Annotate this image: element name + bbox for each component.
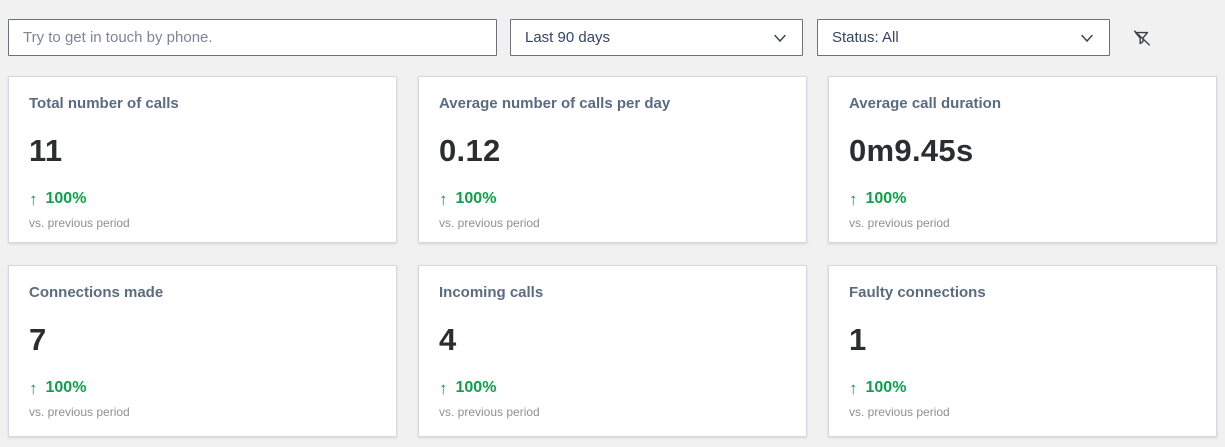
stat-card-comparison: vs. previous period [439,405,540,419]
stat-card-value: 4 [439,322,457,357]
stat-card-change: ↑ 100% [439,190,786,208]
stat-card-change: ↑ 100% [439,379,786,397]
status-select[interactable]: Status: All [817,19,1110,56]
stat-card-avg-calls-per-day: Average number of calls per day 0.12 ↑ 1… [418,76,807,243]
stat-card-change: ↑ 100% [849,379,1196,397]
stat-card-value: 0.12 [439,133,501,168]
search-input[interactable] [8,19,497,56]
stat-card-title: Connections made [29,284,164,301]
stat-card-comparison: vs. previous period [849,405,950,419]
stat-card-total-calls: Total number of calls 11 ↑ 100% vs. prev… [8,76,397,243]
stat-card-change-value: 100% [45,190,87,207]
stat-card-value: 0m9.45s [849,133,974,168]
stat-card-comparison: vs. previous period [849,216,950,230]
stat-card-change-value: 100% [45,379,87,396]
stat-card-incoming-calls: Incoming calls 4 ↑ 100% vs. previous per… [418,265,807,437]
date-range-value: Last 90 days [525,29,611,46]
filter-off-icon [1133,29,1151,46]
stat-card-faulty-connections: Faulty connections 1 ↑ 100% vs. previous… [828,265,1217,437]
stat-card-title: Faulty connections [849,284,986,301]
stat-card-title: Average number of calls per day [439,95,671,112]
stat-card-avg-call-duration: Average call duration 0m9.45s ↑ 100% vs.… [828,76,1217,243]
stat-card-change-value: 100% [865,379,907,396]
stat-card-change-value: 100% [865,190,907,207]
stat-card-change: ↑ 100% [849,190,1196,208]
filter-bar: Last 90 days Status: All [8,19,1217,56]
stat-card-value: 1 [849,322,867,357]
status-value: Status: All [832,29,899,46]
calls-dashboard: Last 90 days Status: All Total number of… [8,19,1217,437]
stat-card-comparison: vs. previous period [439,216,540,230]
clear-filters-button[interactable] [1128,24,1156,52]
stat-card-comparison: vs. previous period [29,405,130,419]
stat-card-connections-made: Connections made 7 ↑ 100% vs. previous p… [8,265,397,437]
stat-card-value: 11 [29,133,63,168]
stat-card-title: Average call duration [849,95,1001,112]
stat-card-value: 7 [29,322,47,357]
chevron-down-icon [1081,34,1093,42]
up-arrow-icon: ↑ [439,189,448,209]
stat-card-comparison: vs. previous period [29,216,130,230]
stat-card-title: Total number of calls [29,95,179,112]
stat-card-change: ↑ 100% [29,190,376,208]
stat-card-change: ↑ 100% [29,379,376,397]
up-arrow-icon: ↑ [29,189,38,209]
stat-card-change-value: 100% [455,190,497,207]
chevron-down-icon [774,34,786,42]
up-arrow-icon: ↑ [439,378,448,398]
stats-grid: Total number of calls 11 ↑ 100% vs. prev… [8,76,1217,437]
up-arrow-icon: ↑ [849,378,858,398]
date-range-select[interactable]: Last 90 days [510,19,803,56]
stat-card-title: Incoming calls [439,284,544,301]
stat-card-change-value: 100% [455,379,497,396]
up-arrow-icon: ↑ [29,378,38,398]
up-arrow-icon: ↑ [849,189,858,209]
